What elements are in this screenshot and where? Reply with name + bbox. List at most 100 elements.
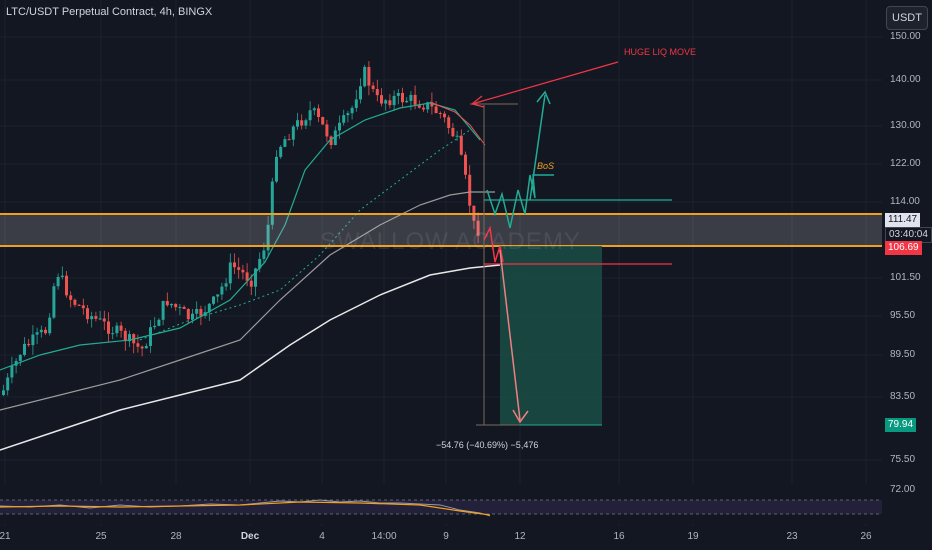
time-label: 25 bbox=[95, 531, 107, 542]
candle-body bbox=[384, 100, 388, 104]
time-label: 16 bbox=[613, 531, 625, 542]
ma-green-fast bbox=[0, 102, 481, 371]
arrow-up-icon bbox=[536, 90, 551, 105]
candle-body bbox=[254, 268, 257, 287]
currency-button[interactable]: USDT bbox=[886, 6, 928, 30]
candle-body bbox=[375, 89, 379, 96]
candle-body bbox=[123, 330, 127, 342]
current-price-badge: 111.47 bbox=[885, 213, 921, 227]
time-label: 23 bbox=[786, 531, 798, 542]
time-label: 26 bbox=[860, 531, 872, 542]
candle-body bbox=[128, 334, 131, 342]
candle-body bbox=[388, 100, 392, 106]
candle-body bbox=[199, 308, 203, 316]
candle-body bbox=[102, 318, 106, 322]
candle-body bbox=[39, 329, 43, 333]
zone-bottom-badge: 106.69 bbox=[885, 241, 922, 255]
candle-body bbox=[417, 104, 421, 108]
candle-body bbox=[476, 220, 480, 236]
candle-body bbox=[363, 66, 367, 87]
candle-body bbox=[464, 154, 467, 175]
candle-body bbox=[98, 318, 102, 320]
candle-body bbox=[44, 329, 47, 334]
candle-body bbox=[212, 296, 215, 304]
price-tick: 83.50 bbox=[890, 391, 916, 402]
candle-body bbox=[107, 321, 110, 334]
annotation-measure: −54.76 (−40.69%) −5,476 bbox=[436, 440, 539, 450]
price-tick: 95.50 bbox=[890, 310, 916, 321]
candle-body bbox=[233, 262, 236, 268]
candle-body bbox=[94, 316, 98, 319]
time-axis[interactable] bbox=[0, 526, 882, 550]
candle-body bbox=[136, 343, 140, 347]
candle-body bbox=[56, 277, 60, 287]
candle-body bbox=[149, 327, 152, 346]
candle-body bbox=[178, 306, 182, 308]
price-axis[interactable] bbox=[882, 0, 932, 526]
candle-body bbox=[60, 275, 64, 278]
candle-body bbox=[35, 332, 39, 335]
time-label: 12 bbox=[514, 531, 526, 542]
liq-arrow-line bbox=[471, 61, 619, 105]
price-tick: 130.00 bbox=[890, 120, 921, 131]
price-tick: 101.50 bbox=[890, 272, 921, 283]
watermark: SWALLOW ACADEMY bbox=[320, 228, 581, 255]
candle-body bbox=[312, 108, 316, 111]
price-tick: 72.00 bbox=[890, 484, 916, 495]
candle-body bbox=[140, 346, 144, 349]
time-label: 4 bbox=[319, 531, 325, 542]
candle-body bbox=[224, 283, 228, 287]
arrow-down-icon bbox=[512, 409, 529, 424]
candle-body bbox=[338, 122, 341, 131]
price-tick: 89.50 bbox=[890, 349, 916, 360]
candle-body bbox=[443, 113, 446, 118]
candle-body bbox=[18, 354, 22, 361]
annotation-huge-liq: HUGE LIQ MOVE bbox=[624, 47, 697, 57]
candle-body bbox=[287, 139, 291, 141]
price-tick: 140.00 bbox=[890, 74, 921, 85]
candle-body bbox=[10, 365, 14, 378]
candle-body bbox=[237, 267, 241, 270]
price-tick: 75.50 bbox=[890, 454, 916, 465]
candle-body bbox=[86, 308, 89, 320]
candle-body bbox=[371, 85, 375, 90]
candle-body bbox=[77, 304, 81, 306]
annotation-bos: BoS bbox=[537, 161, 555, 171]
candle-body bbox=[459, 135, 463, 155]
candle-body bbox=[291, 126, 295, 140]
candle-body bbox=[308, 110, 312, 121]
candle-body bbox=[266, 224, 270, 251]
candle-body bbox=[392, 95, 396, 106]
candle-body bbox=[161, 300, 165, 320]
price-chart[interactable] bbox=[0, 0, 882, 526]
candle-body bbox=[52, 286, 56, 318]
candle-body bbox=[153, 325, 157, 328]
candle-body bbox=[195, 308, 199, 314]
candle-body bbox=[296, 120, 299, 127]
candle-body bbox=[249, 280, 253, 287]
candle-body bbox=[157, 319, 161, 326]
ma-red bbox=[429, 101, 486, 146]
candle-body bbox=[228, 262, 232, 284]
candle-body bbox=[380, 95, 383, 104]
price-tick: 122.00 bbox=[890, 158, 921, 169]
bearish-path bbox=[483, 225, 504, 263]
liq-arrowhead bbox=[470, 95, 485, 108]
candle-body bbox=[14, 360, 18, 366]
candle-body bbox=[207, 303, 211, 313]
ma-green-dotted bbox=[139, 129, 471, 341]
candle-body bbox=[270, 181, 274, 225]
candle-body bbox=[65, 275, 68, 296]
time-label: 14:00 bbox=[371, 531, 397, 542]
time-label: Dec bbox=[240, 531, 260, 542]
candle-body bbox=[27, 343, 31, 346]
candle-body bbox=[31, 334, 35, 346]
candle-body bbox=[191, 313, 194, 320]
candle-body bbox=[350, 107, 354, 114]
time-label: 19 bbox=[687, 531, 699, 542]
candle-body bbox=[275, 156, 278, 182]
candle-body bbox=[333, 130, 337, 146]
time-label: 28 bbox=[170, 531, 182, 542]
candle-body bbox=[426, 102, 430, 110]
candle-body bbox=[422, 107, 425, 110]
